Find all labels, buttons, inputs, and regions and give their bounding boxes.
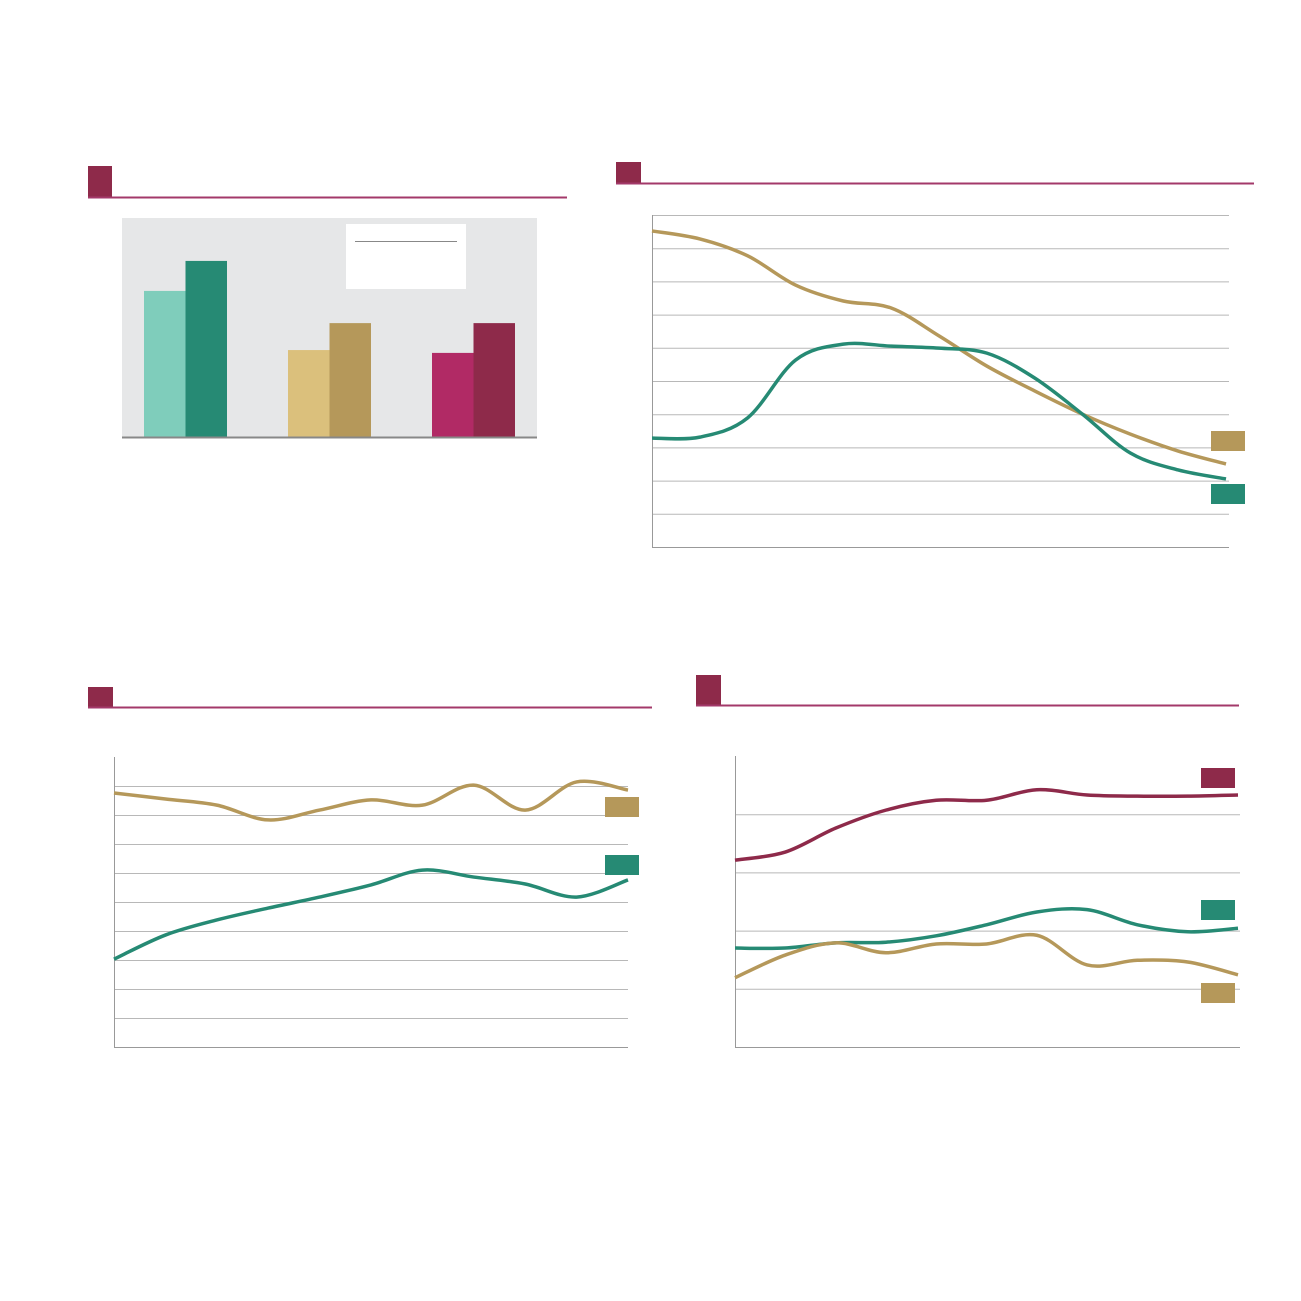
legend-swatch <box>605 797 639 817</box>
legend-swatch <box>1211 484 1245 504</box>
section-marker <box>696 675 721 706</box>
bar <box>288 350 330 437</box>
legend-swatch <box>1201 768 1235 788</box>
line-series <box>113 779 629 822</box>
line-series <box>651 341 1227 481</box>
legend-swatch <box>1211 431 1245 451</box>
section-marker <box>88 166 112 197</box>
legend-swatch <box>605 855 639 875</box>
bar <box>329 323 371 437</box>
section-marker <box>88 687 113 708</box>
bar <box>144 290 186 437</box>
legend-swatch <box>1201 983 1235 1003</box>
section-marker <box>616 162 641 183</box>
line-series <box>734 787 1239 862</box>
bar <box>432 352 474 437</box>
line-series <box>651 229 1227 466</box>
line-series <box>734 932 1239 980</box>
legend-swatch <box>1201 900 1235 920</box>
legend-box <box>346 224 466 289</box>
bar <box>185 260 227 437</box>
bar <box>473 323 515 437</box>
line-series <box>113 868 629 961</box>
